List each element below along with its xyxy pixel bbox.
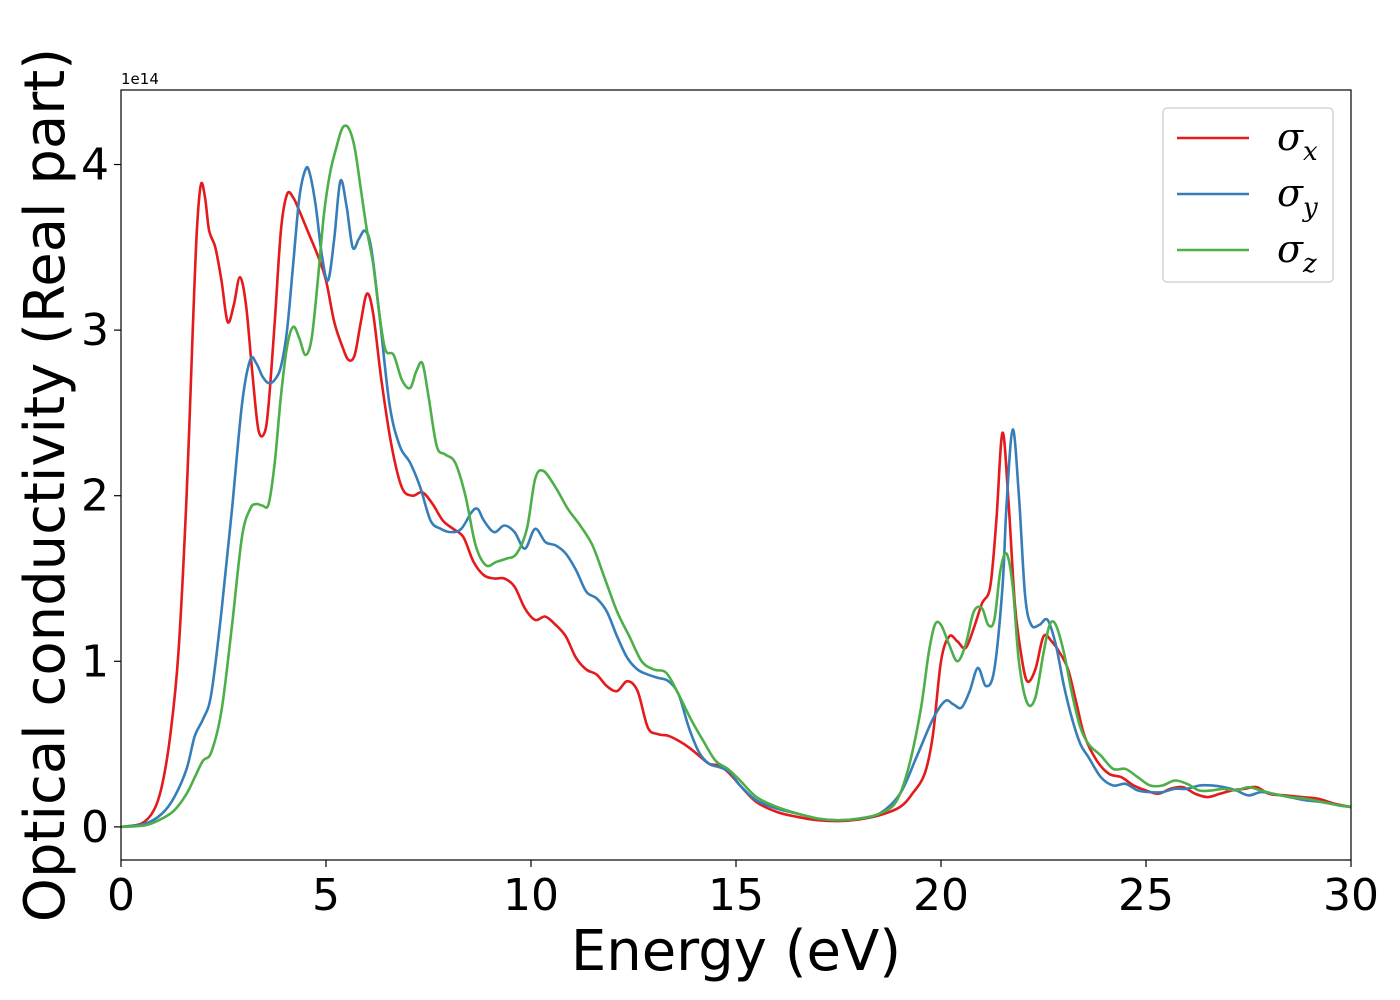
x-tick-label: 5 (312, 870, 340, 921)
x-axis-label: Energy (eV) (571, 919, 901, 984)
y-tick-label: 3 (81, 305, 109, 356)
x-tick-label: 30 (1323, 870, 1379, 921)
x-tick-label: 10 (503, 870, 559, 921)
legend-subscript-z: z (1302, 249, 1317, 279)
legend-label-x: σx (1277, 115, 1318, 167)
legend-subscript-x: x (1303, 137, 1318, 167)
y-tick-label: 1 (81, 636, 109, 687)
y-tick-label: 2 (81, 471, 109, 522)
x-tick-label: 20 (913, 870, 969, 921)
x-tick-label: 0 (107, 870, 135, 921)
series-line-z (121, 124, 1351, 829)
y-axis: 0 1 2 3 4 (81, 140, 121, 853)
legend-label-y: σy (1277, 171, 1318, 223)
legend-subscript-y: y (1302, 193, 1318, 223)
y-offset-label: 1e14 (121, 70, 159, 88)
x-tick-label: 25 (1118, 870, 1174, 921)
y-tick-label: 4 (81, 140, 109, 191)
series-layer (121, 124, 1351, 829)
y-tick-label: 0 (81, 802, 109, 853)
y-axis-label: Optical conductivity (Real part) (13, 48, 78, 922)
series-line-x (121, 181, 1351, 829)
x-axis: 0 5 10 15 20 25 30 (107, 860, 1379, 921)
series-line-y (121, 165, 1351, 829)
x-tick-label: 15 (708, 870, 764, 921)
